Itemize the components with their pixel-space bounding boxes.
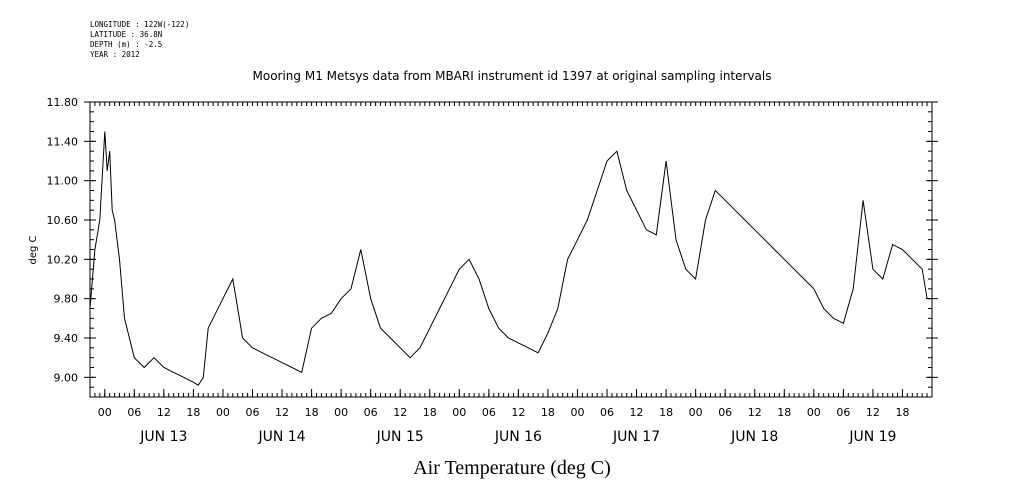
y-tick-label: 10.60	[47, 214, 79, 227]
x-tick-label: 18	[423, 406, 437, 419]
y-tick-label: 9.40	[54, 332, 79, 345]
x-tick-label: 06	[364, 406, 378, 419]
x-tick-label: 12	[393, 406, 407, 419]
y-tick-label: 10.20	[47, 253, 79, 266]
x-axis: 00 06 12 18 00 06 12 18 00 06 12 18 00 06 12 18 00 06 12 18…	[89, 102, 933, 445]
day-label: JUN 13	[139, 429, 187, 445]
metadata-block: LONGITUDE : 122W(-122) LATITUDE : 36.8N …	[90, 20, 189, 60]
series-layer	[89, 131, 928, 386]
x-tick-label: 18	[895, 406, 909, 419]
x-axis-label: Air Temperature (deg C)	[413, 457, 611, 479]
y-axis: 9.00 9.40 9.80 10.20 10.60 11.00 11.40 11.80	[47, 96, 938, 398]
plot-frame	[89, 101, 933, 398]
day-label: JUN 14	[257, 429, 305, 445]
x-tick-label: 00	[452, 406, 466, 419]
x-tick-label: 00	[689, 406, 703, 419]
x-tick-label: 18	[541, 406, 555, 419]
x-tick-label: 06	[718, 406, 732, 419]
y-axis-label: deg C	[28, 235, 39, 264]
x-tick-label: 12	[866, 406, 880, 419]
x-tick-label: 00	[216, 406, 230, 419]
x-tick-label: 06	[836, 406, 850, 419]
y-tick-label: 9.80	[54, 293, 79, 306]
day-label: JUN 17	[612, 429, 660, 445]
chart-title: Mooring M1 Metsys data from MBARI instru…	[253, 69, 772, 83]
x-tick-label: 12	[748, 406, 762, 419]
x-tick-label: 18	[659, 406, 673, 419]
x-tick-label: 06	[600, 406, 614, 419]
x-tick-label: 12	[157, 406, 171, 419]
year-text: YEAR : 2012	[90, 50, 140, 59]
longitude-text: LONGITUDE : 122W(-122)	[90, 20, 190, 29]
x-tick-label: 00	[98, 406, 112, 419]
y-tick-label: 9.00	[54, 371, 79, 384]
x-tick-label: 00	[570, 406, 584, 419]
y-tick-label: 11.00	[47, 175, 79, 188]
day-label: JUN 16	[494, 429, 542, 445]
x-tick-label: 18	[305, 406, 319, 419]
x-tick-label: 12	[630, 406, 644, 419]
depth-text: DEPTH (m) : -2.5	[90, 40, 163, 49]
x-tick-label: 18	[186, 406, 200, 419]
x-tick-label: 00	[807, 406, 821, 419]
y-tick-label: 11.80	[47, 96, 79, 109]
day-label: JUN 18	[730, 429, 778, 445]
day-label: JUN 19	[848, 429, 896, 445]
day-label: JUN 15	[376, 429, 424, 445]
x-tick-label: 12	[275, 406, 289, 419]
x-tick-label: 06	[482, 406, 496, 419]
y-tick-label: 11.40	[47, 135, 79, 148]
x-tick-label: 00	[334, 406, 348, 419]
x-tick-label: 12	[511, 406, 525, 419]
x-tick-label: 06	[245, 406, 259, 419]
series-line	[89, 131, 928, 386]
x-tick-label: 18	[777, 406, 791, 419]
x-tick-label: 06	[127, 406, 141, 419]
latitude-text: LATITUDE : 36.8N	[90, 30, 163, 39]
